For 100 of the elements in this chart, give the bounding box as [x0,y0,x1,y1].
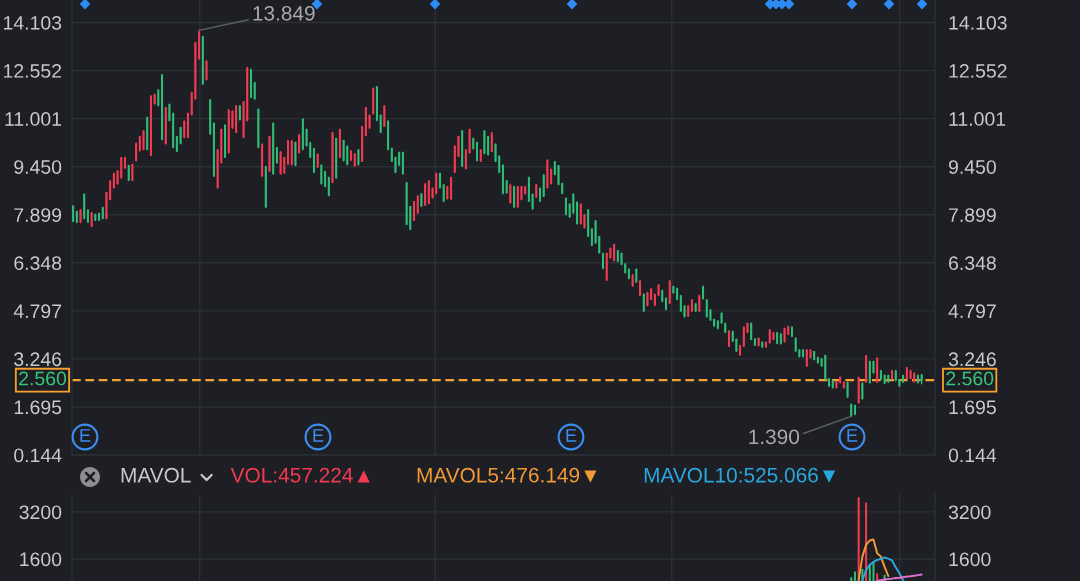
candlestick [490,131,493,153]
candlestick [772,331,775,341]
candlestick [742,326,745,348]
candlestick [576,201,579,225]
candlestick [505,179,508,194]
y2-tick-label: 1.695 [949,400,996,415]
candlestick [513,185,516,208]
candlestick [538,187,542,203]
y-tick-label: 1.695 [14,400,62,415]
candlestick [401,151,404,175]
y2-tick-label: 9.450 [948,160,996,174]
text: MAVOL10:525.066▼ [644,467,836,483]
y-tick-label: 14.103 [4,15,62,30]
annotation: E [313,429,324,442]
candlestick [857,376,860,404]
candlestick [509,183,512,204]
candlestick [920,373,923,385]
candlestick [379,114,382,134]
annotation: E [566,429,577,442]
candlestick [294,141,297,167]
text: MAVOL5:476.149▼ [417,467,597,483]
candlestick [179,126,182,145]
line-series [876,573,923,581]
candlestick [357,148,360,166]
candlestick [861,382,864,400]
y-tick-label: 0.144 [14,448,62,463]
candlestick [342,139,345,162]
candlestick [668,280,671,305]
candlestick [79,209,82,224]
text: VOL:457.224▲ [230,467,370,483]
candlestick [287,139,290,165]
candlestick [435,172,438,195]
candlestick [279,151,282,175]
candlestick [257,108,260,149]
candlestick [635,268,638,283]
candlestick [327,176,330,197]
candlestick [105,191,108,220]
candlestick [168,103,171,122]
candlestick [483,130,486,155]
candlestick [646,291,649,307]
candlestick [468,128,471,154]
candlestick [153,93,156,105]
y-tick-label: 3.246 [14,352,62,367]
y-tick-label: 9.450 [14,160,62,174]
candlestick [531,193,534,210]
candlestick [442,183,445,203]
line-series [861,556,905,581]
candlestick [783,327,786,343]
candlestick [450,176,453,200]
y2-tick-label: 6.348 [949,256,996,271]
y-tick-label: 12.552 [4,64,62,78]
y-tick-label: 6.348 [14,256,62,271]
candlestick [412,200,416,222]
candlestick [320,164,323,185]
y-tick-label: 7.899 [14,208,62,222]
y-tick-label: 4.797 [13,304,62,319]
annotation: 1.390 [749,429,800,445]
y2-tick-label: 12.552 [949,64,1007,78]
candlestick [157,89,160,107]
candlestick [657,284,660,297]
annotation: E [847,429,858,442]
candlestick [446,185,449,200]
y2-tick-label: 0.144 [948,448,997,463]
candlestick [909,369,912,380]
candlestick [572,193,575,214]
candlestick [868,360,871,384]
candlestick [757,337,760,347]
candlestick [487,135,490,156]
y-tick-label: 3200 [19,505,62,520]
candlestick [424,183,427,207]
annotation: E [80,429,91,442]
y-tick-label: 11.001 [5,112,62,126]
candlestick [546,159,549,189]
candlestick [835,380,838,389]
candlestick [542,174,545,198]
y-tick-label: 1600 [20,552,62,567]
y2-tick-label: 14.103 [949,15,1007,30]
candlestick [794,337,797,353]
candlestick [94,213,97,222]
candlestick [475,141,479,162]
candlestick [846,381,849,398]
candlestick [316,153,319,168]
candlestick [516,185,519,208]
candlestick [368,114,371,129]
annotation: 13.849 [253,5,315,21]
candlestick [761,341,764,349]
y2-tick-label: 4.797 [948,304,996,319]
candlestick [131,163,134,182]
chart-title: MAVOL [121,467,191,483]
line-series [857,538,890,581]
y2-tick-label: 11.001 [949,112,1006,126]
candlestick [383,104,386,128]
candlestick [205,60,208,81]
candlestick [427,179,430,205]
candlestick [298,134,301,154]
ref-line-label: 2.560 [19,371,67,386]
y2-tick-label: 7.899 [949,208,996,222]
candlestick [672,285,675,294]
candlestick [579,203,582,225]
y2-tick-label: 3.246 [948,352,996,367]
